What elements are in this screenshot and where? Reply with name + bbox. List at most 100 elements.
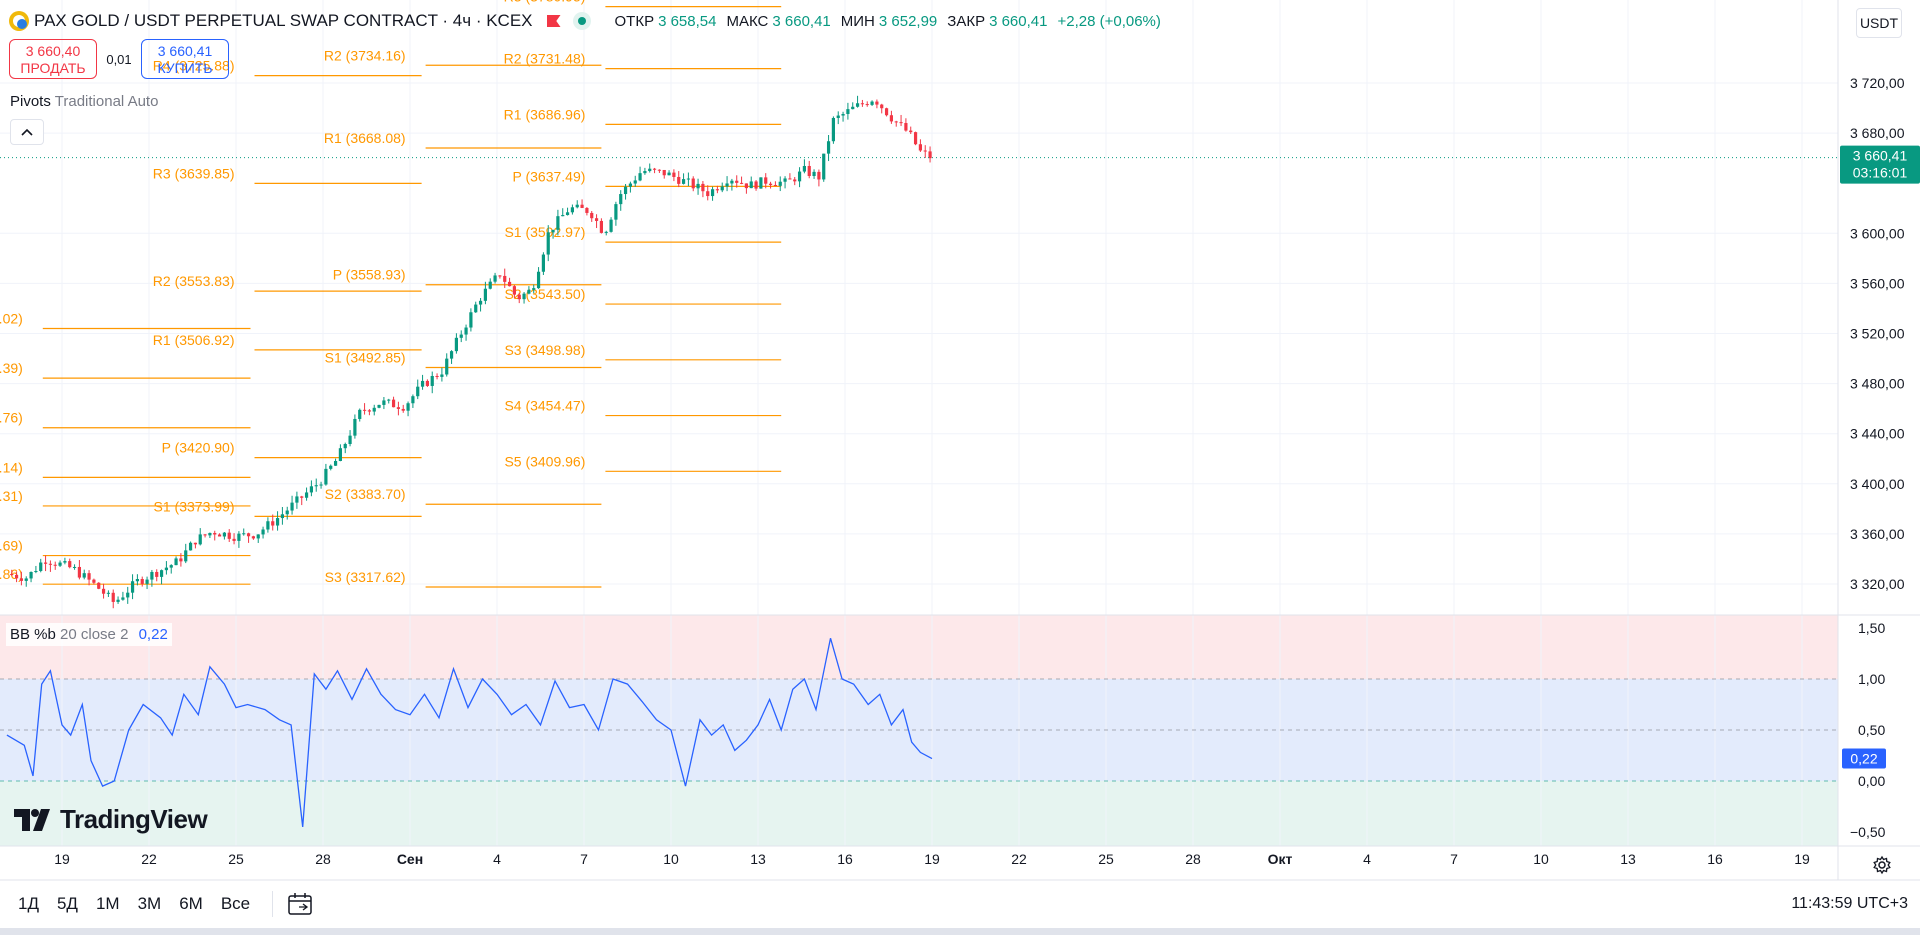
tradingview-logo-icon xyxy=(14,808,50,831)
time-tick-label: 22 xyxy=(141,851,157,867)
bb-name: BB %b xyxy=(10,626,56,643)
pivots-params: Traditional Auto xyxy=(54,93,159,110)
candle-body xyxy=(648,168,652,172)
candle-body xyxy=(522,293,526,300)
symbol-title[interactable]: PAX GOLD / USDT PERPETUAL SWAP CONTRACT … xyxy=(34,11,533,30)
calendar-icon[interactable] xyxy=(287,892,313,916)
price-tick-label: 3 520,00 xyxy=(1850,326,1905,342)
candle-body xyxy=(391,399,396,408)
pivot-label-s3: S3 (3317.62) xyxy=(325,569,406,585)
candle-body xyxy=(295,496,299,503)
collapse-indicators-button[interactable] xyxy=(10,119,44,145)
candle-body xyxy=(880,104,884,109)
candle-body xyxy=(889,115,893,122)
candle-body xyxy=(875,101,879,105)
tradingview-logo[interactable]: TradingView xyxy=(14,804,208,835)
candle-body xyxy=(812,171,816,177)
candle-body xyxy=(532,288,536,290)
price-tick-label: 3 360,00 xyxy=(1850,526,1905,542)
pivot-label-s2: S2 (3543.50) xyxy=(504,286,585,302)
candle-body xyxy=(68,561,72,568)
pivot-label-r2: R2 (3405.14) xyxy=(0,459,23,475)
candle-body xyxy=(459,334,463,338)
price-tick-label: 3 440,00 xyxy=(1850,426,1905,442)
candle-body xyxy=(807,165,811,177)
time-tick-label: 7 xyxy=(580,851,588,867)
candle-body xyxy=(696,183,700,189)
settings-gear-icon[interactable] xyxy=(1872,855,1892,875)
candle-body xyxy=(179,558,183,562)
pivot-label-s1: S1 (3592.97) xyxy=(504,224,585,240)
candle-body xyxy=(797,171,802,182)
candle-body xyxy=(275,518,280,526)
candle-body xyxy=(536,271,541,289)
candle-body xyxy=(184,550,188,562)
candle-body xyxy=(111,592,115,602)
candle-body xyxy=(396,407,400,409)
sell-label: ПРОДАТЬ xyxy=(20,60,86,76)
candle-body xyxy=(126,592,130,598)
candle-body xyxy=(401,408,405,411)
candle-body xyxy=(227,532,231,539)
bb-params: 20 close 2 xyxy=(60,626,129,643)
bb-indicator-label[interactable]: BB %b 20 close 2 0,22 xyxy=(6,623,172,646)
candle-body xyxy=(904,123,908,131)
candle-body xyxy=(290,502,294,511)
candle-body xyxy=(140,579,144,584)
candle-body xyxy=(478,300,483,305)
candle-body xyxy=(10,573,14,575)
candle-body xyxy=(488,281,492,289)
pivot-label-r2: R2 (3553.83) xyxy=(153,273,235,289)
candle-body xyxy=(619,194,623,205)
clock-timezone[interactable]: 11:43:59 UTC+3 xyxy=(1791,895,1908,912)
candle-body xyxy=(831,117,835,142)
candle-body xyxy=(362,409,367,411)
low-value: 3 652,99 xyxy=(878,12,938,30)
candle-body xyxy=(710,189,715,197)
sell-button[interactable]: 3 660,40 ПРОДАТЬ xyxy=(9,39,97,79)
candle-body xyxy=(324,468,328,485)
candle-body xyxy=(106,592,110,594)
indicator-value-tag xyxy=(1842,748,1886,769)
range-1m-button[interactable]: 1М xyxy=(95,894,120,913)
ohlc-values: ОТКР 3 658,54 МАКС 3 660,41 МИН 3 652,99… xyxy=(609,13,1161,30)
current-price-tag-countdown: 03:16:01 xyxy=(1853,165,1908,181)
candle-body xyxy=(97,582,101,589)
candle-body xyxy=(309,486,313,493)
candle-body xyxy=(58,562,62,566)
candle-body xyxy=(135,579,139,582)
range-all-button[interactable]: Все xyxy=(220,894,251,913)
sell-price: 3 660,40 xyxy=(25,43,81,59)
market-status-icon[interactable] xyxy=(572,12,591,30)
candle-body xyxy=(735,180,739,183)
flag-icon[interactable] xyxy=(546,15,561,27)
candle-body xyxy=(686,178,690,180)
candle-body xyxy=(145,579,149,584)
range-3m-button[interactable]: 3М xyxy=(137,894,162,913)
candle-body xyxy=(39,562,43,571)
time-tick-label: 4 xyxy=(493,851,501,867)
pivot-label-s4: S4 (3454.47) xyxy=(504,398,585,414)
pivots-indicator-label[interactable]: Pivots Traditional Auto xyxy=(10,93,158,110)
price-tick-label: 3 600,00 xyxy=(1850,225,1905,241)
candle-body xyxy=(585,207,589,213)
range-1d-button[interactable]: 1Д xyxy=(18,894,39,913)
candle-body xyxy=(333,460,338,466)
candle-body xyxy=(739,182,744,184)
time-tick-label: 10 xyxy=(663,851,679,867)
time-tick-label: 10 xyxy=(1533,851,1549,867)
candle-body xyxy=(53,564,57,566)
candle-body xyxy=(116,599,120,602)
candle-body xyxy=(464,327,468,335)
range-6m-button[interactable]: 6М xyxy=(179,894,203,913)
candle-body xyxy=(565,212,570,216)
candle-body xyxy=(773,184,777,186)
buy-button[interactable]: 3 660,41 КУПИТЬ xyxy=(141,39,229,79)
pivot-label-s3: S3 (3498.98) xyxy=(504,342,585,358)
range-5d-button[interactable]: 5Д xyxy=(56,894,78,913)
candle-body xyxy=(82,573,86,578)
currency-selector[interactable]: USDT xyxy=(1856,8,1902,38)
candle-body xyxy=(860,103,864,105)
candle-body xyxy=(338,448,342,461)
